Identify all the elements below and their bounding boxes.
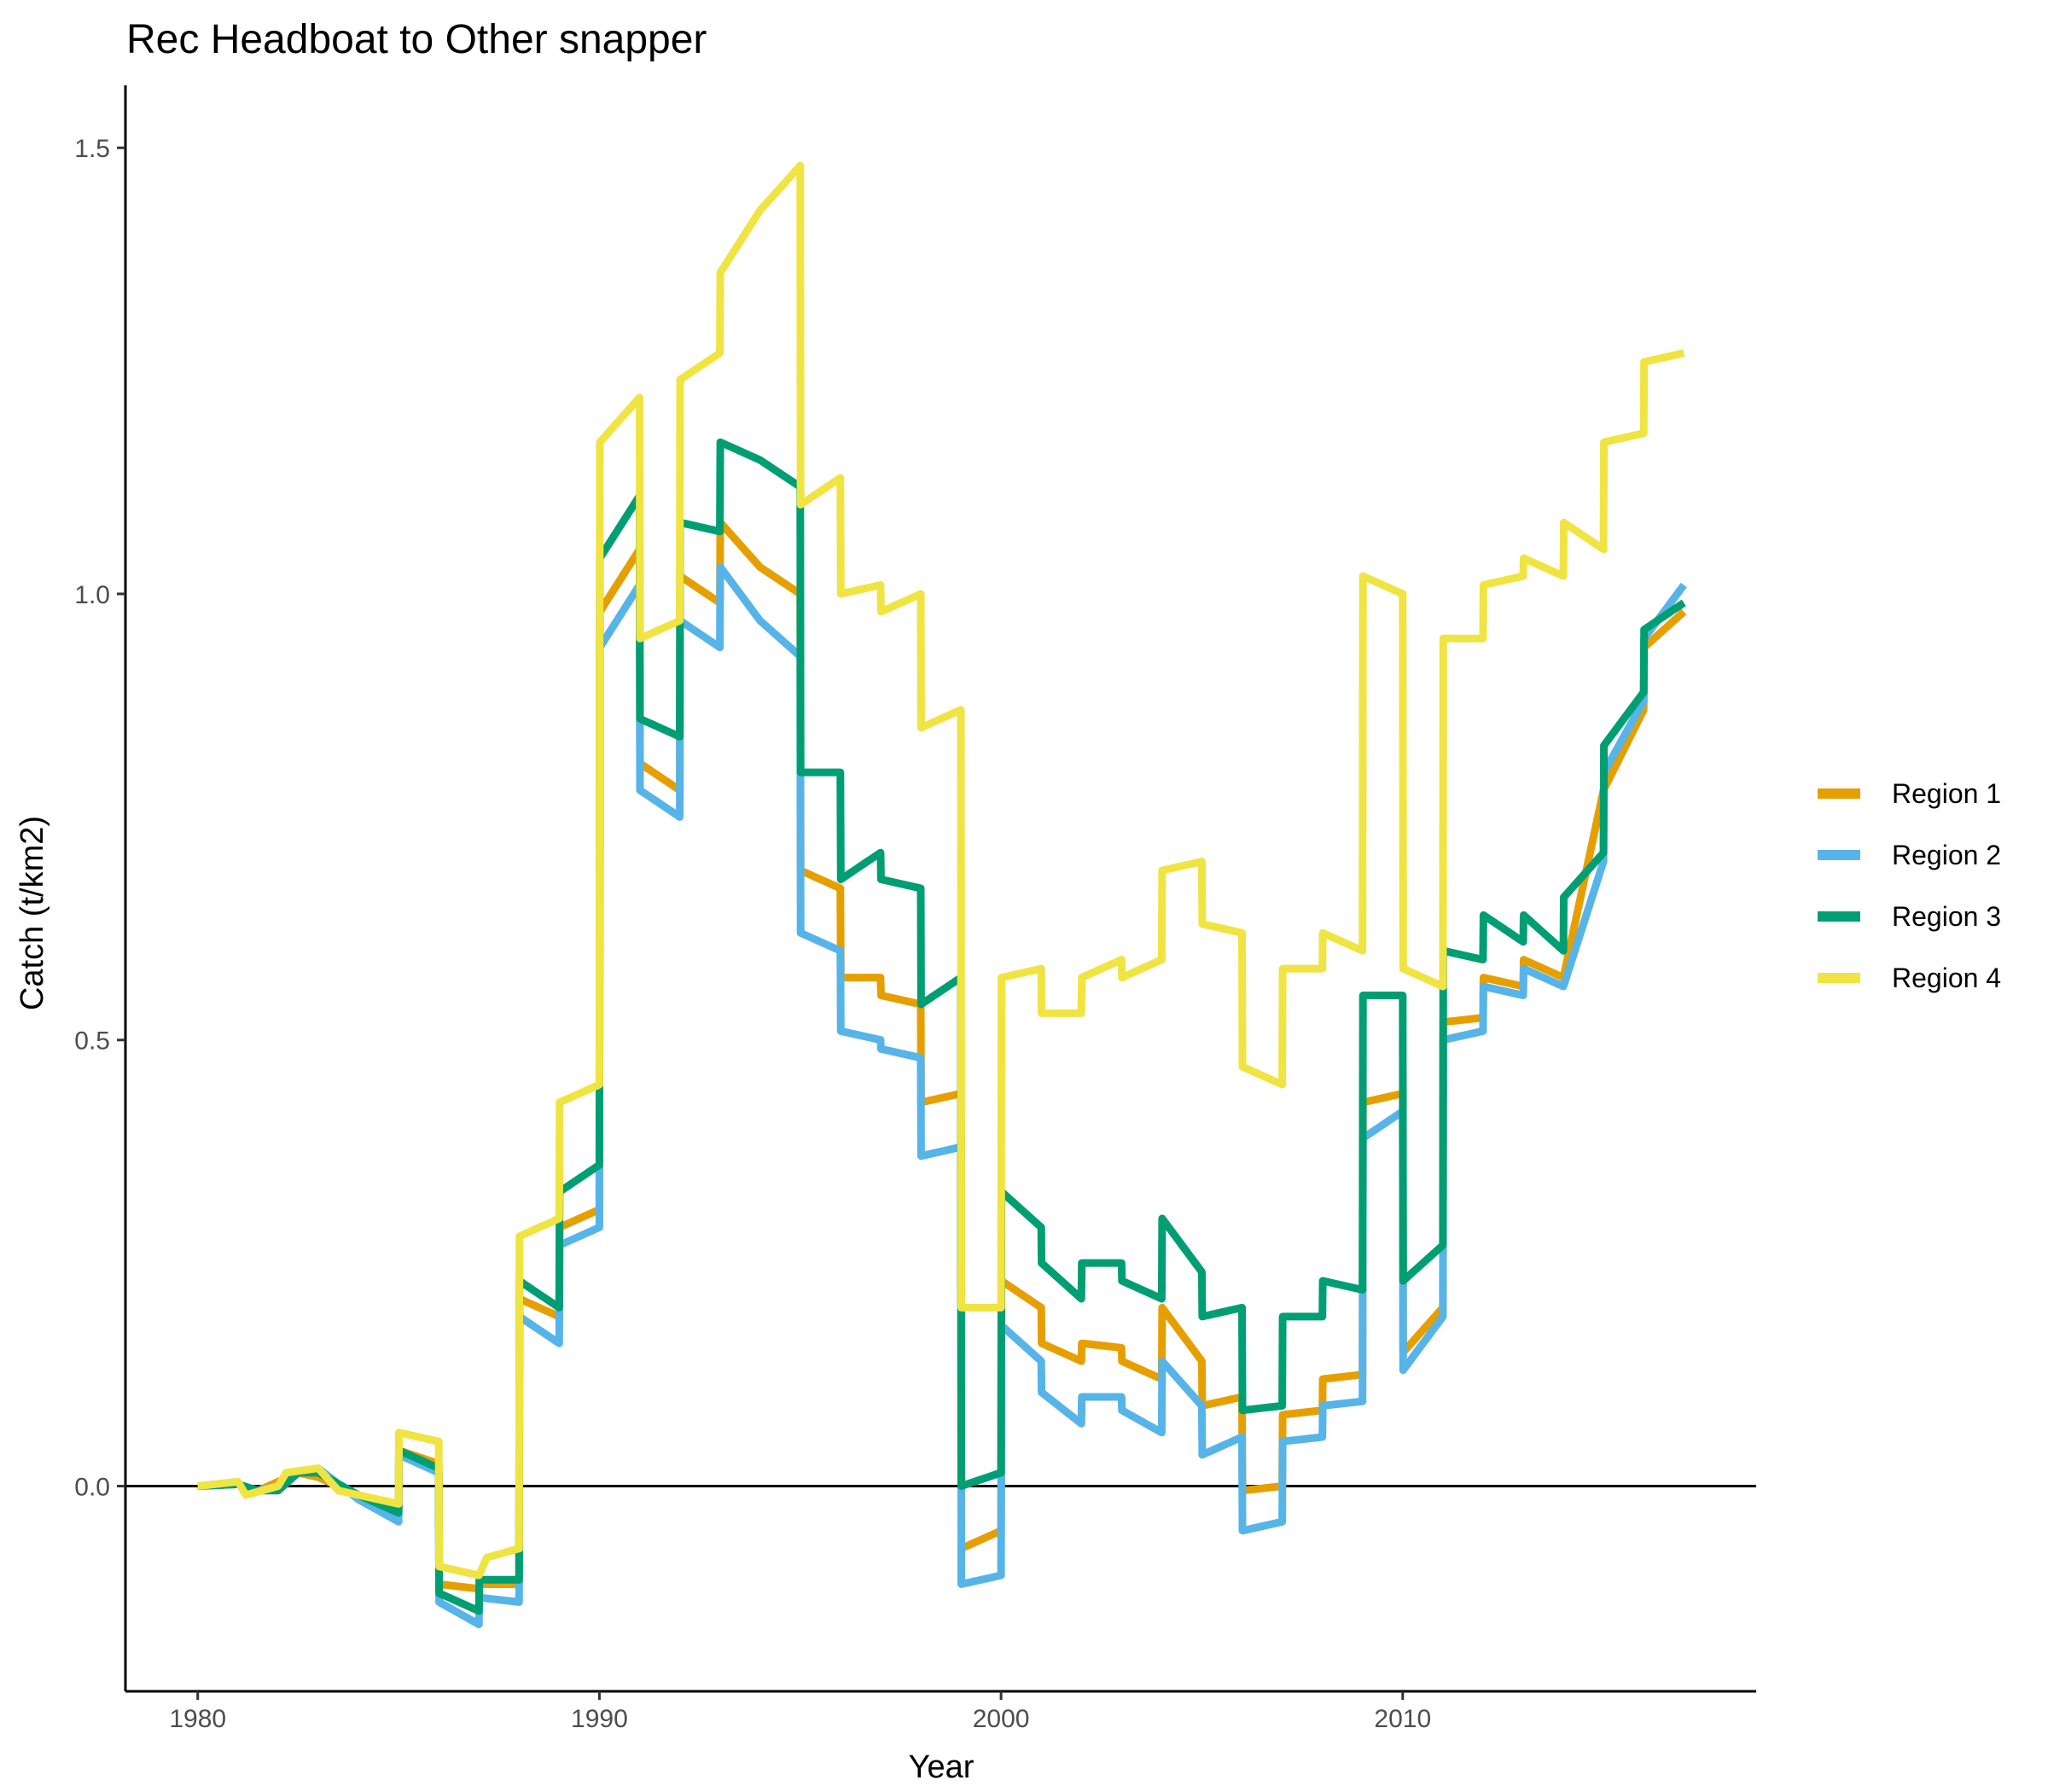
x-axis-title: Year xyxy=(909,1749,975,1785)
legend-label-region-3: Region 3 xyxy=(1892,901,2001,932)
legend-label-region-2: Region 2 xyxy=(1892,840,2001,870)
series-line-region-1 xyxy=(197,518,1687,1593)
y-axis-title: Catch (t/km2) xyxy=(15,816,50,1010)
series-line-region-4 xyxy=(197,161,1685,1580)
x-tick-label: 2000 xyxy=(973,1705,1030,1733)
x-tick-label: 1980 xyxy=(169,1705,226,1733)
y-tick-label: 0.0 xyxy=(74,1474,110,1502)
chart-title: Rec Headboat to Other snapper xyxy=(126,17,707,62)
x-tick-label: 1990 xyxy=(571,1705,628,1733)
y-tick-label: 1.0 xyxy=(74,581,110,609)
plot-area: 1980 1990 2000 2010 0.0 0.5 1.0 1.5 xyxy=(74,85,1756,1733)
legend-label-region-4: Region 4 xyxy=(1892,963,2001,993)
legend-label-region-1: Region 1 xyxy=(1892,778,2001,809)
series-line-region-3 xyxy=(197,438,1686,1615)
y-tick-label: 1.5 xyxy=(74,135,110,163)
x-tick-label: 2010 xyxy=(1374,1705,1431,1733)
y-tick-label: 0.5 xyxy=(74,1027,110,1056)
legend: Region 1 Region 2 Region 3 Region 4 xyxy=(1818,778,2001,993)
